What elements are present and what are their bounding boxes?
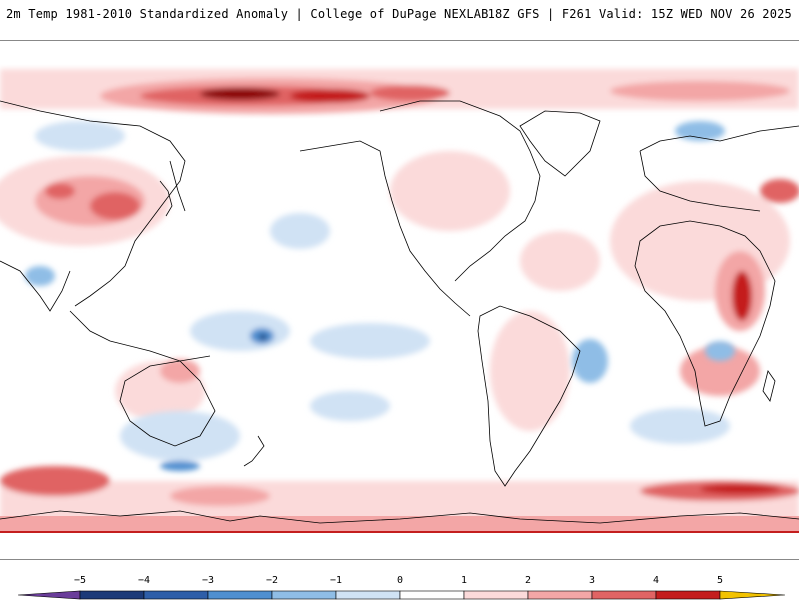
- anomaly-map-canvas: [0, 41, 799, 559]
- colorbar-tick: 3: [588, 575, 596, 586]
- colorbar-tick: −4: [137, 575, 151, 586]
- colorbar-bin: [655, 590, 721, 600]
- colorbar-tick: −2: [265, 575, 279, 586]
- colorbar-over-arrow: [719, 590, 786, 600]
- map-header: 2m Temp 1981-2010 Standardized Anomaly |…: [0, 0, 800, 40]
- colorbar-tick: 1: [460, 575, 468, 586]
- cool-anomalies: [25, 121, 735, 471]
- colorbar-bin: [527, 590, 593, 600]
- colorbar: [17, 590, 786, 600]
- colorbar-bin: [591, 590, 657, 600]
- colorbar-legend: −5 −4 −3 −2 −1 0 1 2 3 4 5: [0, 560, 800, 600]
- colorbar-tick: 0: [396, 575, 404, 586]
- colorbar-tick: −1: [329, 575, 343, 586]
- colorbar-bin: [271, 590, 337, 600]
- anomaly-map: [0, 40, 799, 560]
- colorbar-tick: 2: [524, 575, 532, 586]
- arctic-warm-anomaly: [0, 69, 799, 114]
- colorbar-bin: [143, 590, 209, 600]
- colorbar-bin: [335, 590, 401, 600]
- colorbar-bin: [79, 590, 145, 600]
- asia-warm-anomaly: [0, 156, 170, 246]
- coastlines: [0, 100, 799, 524]
- map-title: 2m Temp 1981-2010 Standardized Anomaly |…: [6, 7, 489, 21]
- colorbar-tick: 4: [652, 575, 660, 586]
- africa-warm-anomaly: [610, 179, 799, 396]
- colorbar-tick: −5: [73, 575, 87, 586]
- model-run-info: 18Z GFS | F261 Valid: 15Z WED NOV 26 202…: [487, 7, 792, 21]
- colorbar-tick: −3: [201, 575, 215, 586]
- colorbar-bin: [463, 590, 529, 600]
- colorbar-bin: [399, 590, 465, 600]
- colorbar-under-arrow: [17, 590, 81, 600]
- colorbar-tick: 5: [716, 575, 724, 586]
- colorbar-bin: [207, 590, 273, 600]
